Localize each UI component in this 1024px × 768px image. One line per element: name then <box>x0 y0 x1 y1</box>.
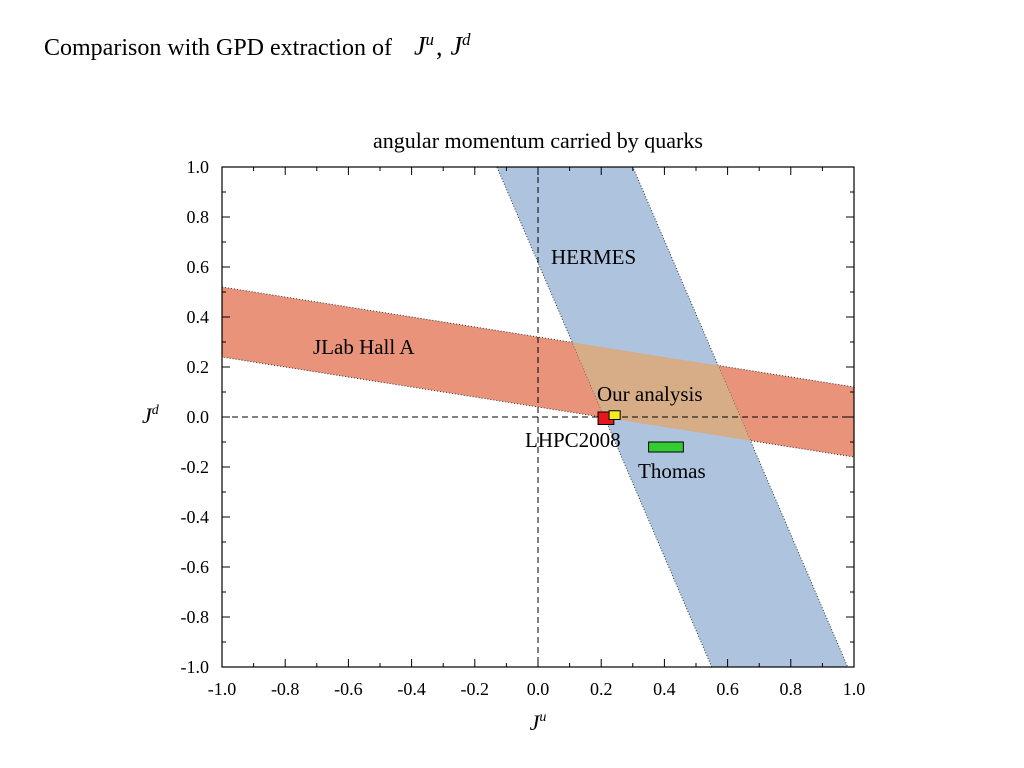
y-tick-label: 0.6 <box>187 257 210 277</box>
y-tick-label: 1.0 <box>187 157 210 177</box>
x-tick-label: 0.2 <box>590 679 613 699</box>
x-axis-label: Ju <box>530 710 547 735</box>
label-jlab-hall-a: JLab Hall A <box>313 335 415 359</box>
x-tick-label: -1.0 <box>208 679 237 699</box>
x-tick-label: 0.4 <box>653 679 676 699</box>
x-tick-label: 1.0 <box>843 679 866 699</box>
marker-lhpc2008 <box>608 410 621 420</box>
x-tick-label: 0.6 <box>716 679 739 699</box>
y-tick-label: 0.2 <box>187 357 210 377</box>
y-tick-label: 0.4 <box>187 307 210 327</box>
slide-title-text: Comparison with GPD extraction of <box>44 34 392 61</box>
x-tick-label: -0.6 <box>334 679 363 699</box>
y-tick-labels: -1.0 -0.8 -0.6 -0.4 -0.2 0.0 0.2 0.4 0.6 0.8 1.0 <box>181 157 210 677</box>
y-tick-label: 0.0 <box>187 407 210 427</box>
chart-title: angular momentum carried by quarks <box>373 128 703 153</box>
y-tick-label: -1.0 <box>181 657 210 677</box>
x-tick-label: 0.0 <box>527 679 550 699</box>
y-axis-label: Jd <box>142 403 160 428</box>
y-tick-label: -0.8 <box>181 607 210 627</box>
label-hermes: HERMES <box>551 245 636 269</box>
x-tick-label: -0.8 <box>271 679 300 699</box>
x-tick-label: -0.2 <box>461 679 490 699</box>
slide-title-math: Ju, Jd <box>413 30 471 61</box>
y-tick-label: -0.2 <box>181 457 210 477</box>
y-tick-label: -0.4 <box>181 507 210 527</box>
x-tick-label: -0.4 <box>397 679 426 699</box>
axis-ticks <box>221 166 855 668</box>
y-tick-label: 0.8 <box>187 207 210 227</box>
plot-area <box>222 167 854 667</box>
slide-title: Comparison with GPD extraction of Ju, Jd <box>44 30 471 62</box>
y-tick-label: -0.6 <box>181 557 210 577</box>
x-tick-labels: -1.0 -0.8 -0.6 -0.4 -0.2 0.0 0.2 0.4 0.6 0.8 1.0 <box>208 679 866 699</box>
x-tick-label: 0.8 <box>780 679 803 699</box>
label-lhpc2008: LHPC2008 <box>525 428 621 452</box>
label-our-analysis: Our analysis <box>597 382 703 406</box>
label-thomas: Thomas <box>638 459 706 483</box>
marker-thomas <box>648 441 684 453</box>
